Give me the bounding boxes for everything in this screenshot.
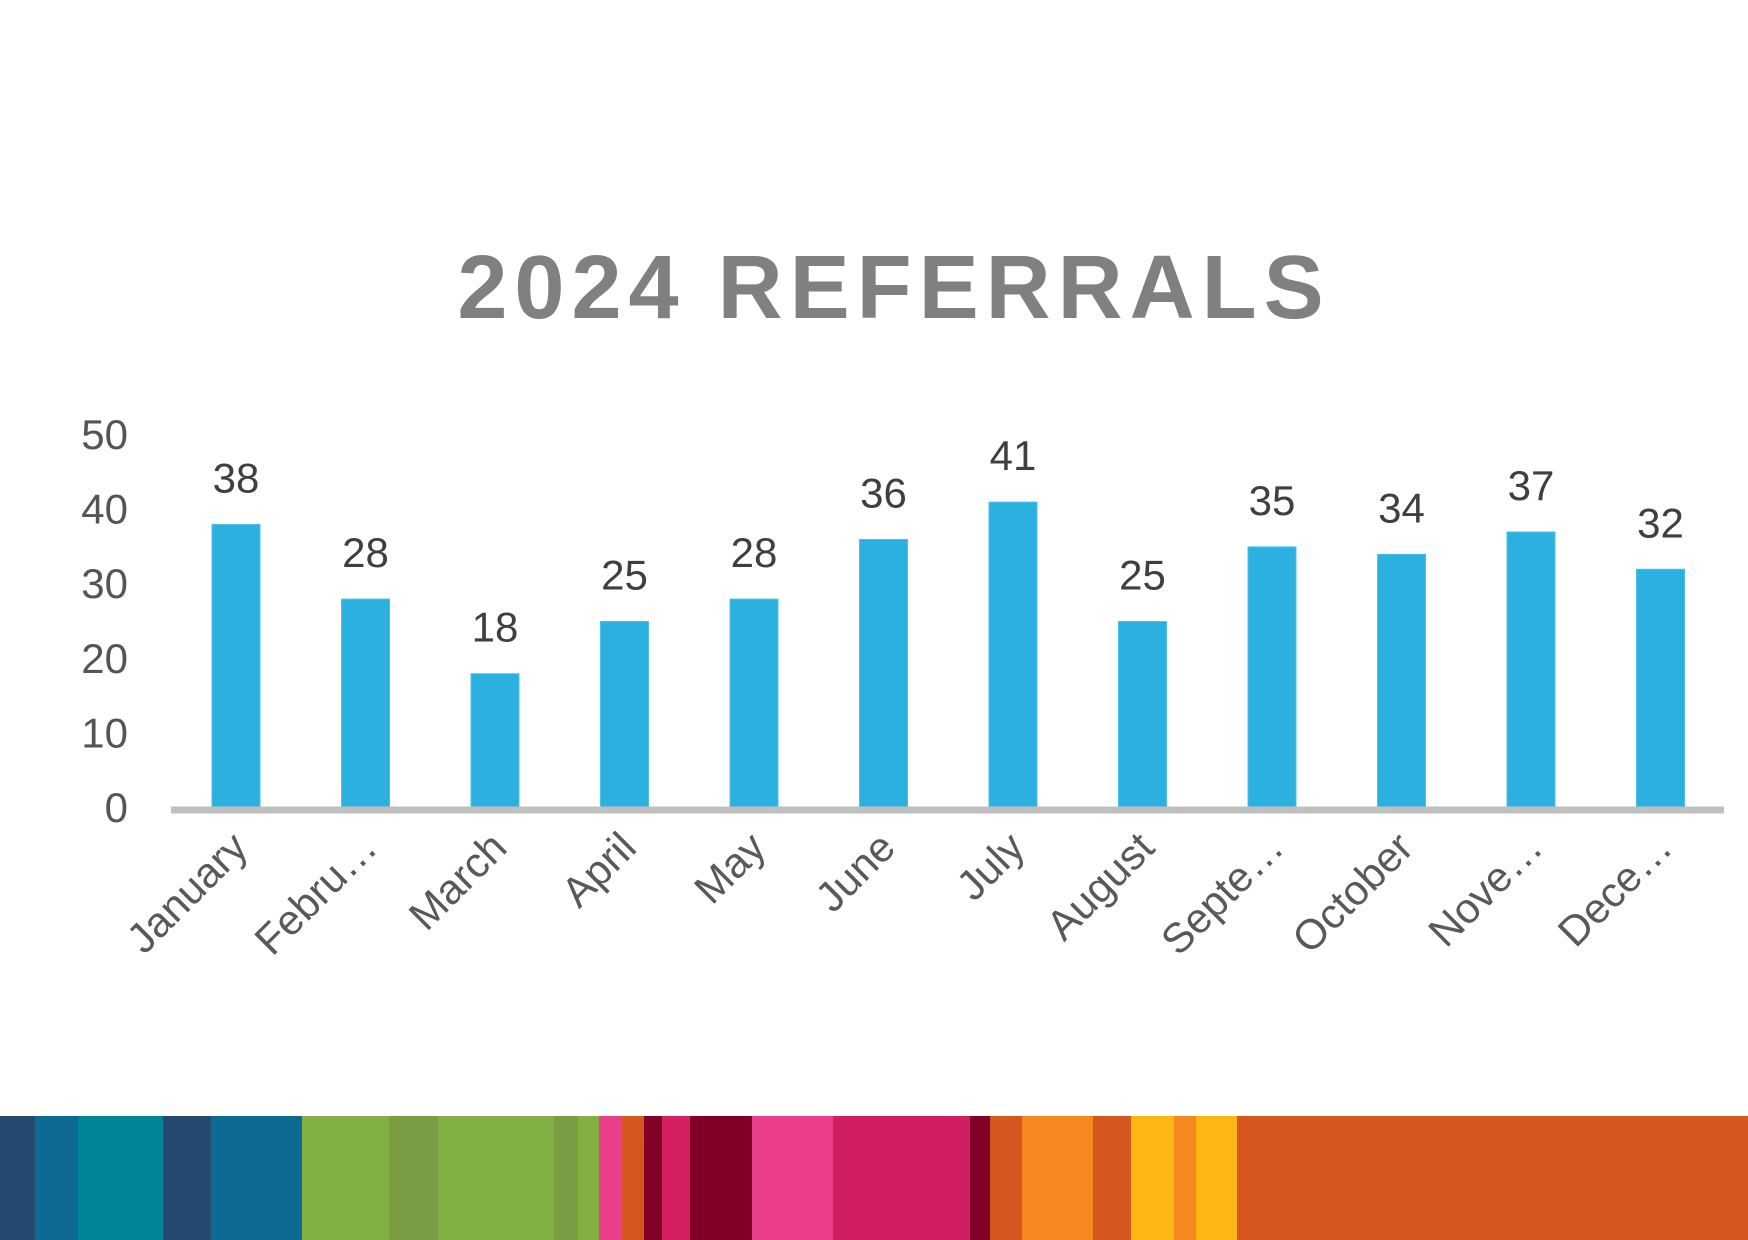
data-label: 25	[601, 552, 648, 599]
stripe-segment	[833, 1116, 971, 1240]
data-label: 34	[1378, 484, 1425, 531]
y-tick-label: 0	[105, 784, 128, 831]
data-label: 28	[731, 529, 778, 576]
category-label: January	[117, 823, 256, 962]
data-labels-group: 38 28 18 25 28 36 41 25 35 34 37 32	[213, 432, 1684, 651]
bar-january	[211, 524, 261, 809]
bar-march	[470, 673, 520, 809]
stripe-segment	[1237, 1116, 1309, 1240]
data-label: 38	[213, 455, 260, 502]
bar-dece	[1636, 568, 1685, 809]
stripe-segment	[78, 1116, 164, 1240]
data-label: 28	[342, 529, 389, 576]
bar-may	[729, 598, 779, 809]
stripe-segment	[163, 1116, 212, 1240]
data-label: 36	[860, 469, 907, 516]
stripe-segment	[1308, 1116, 1748, 1240]
stripe-segment	[302, 1116, 390, 1240]
category-label: October	[1283, 823, 1422, 962]
y-tick-label: 40	[81, 486, 128, 533]
bar-septe	[1247, 546, 1297, 809]
data-label: 35	[1249, 477, 1296, 524]
category-label: April	[552, 823, 645, 916]
bar-febru	[341, 598, 390, 809]
referrals-bar-chart: 2024 REFERRALS 0 10 20 30 40 50 38 28 18 25 28 36 4…	[81, 238, 1724, 964]
stripe-segment	[438, 1116, 555, 1240]
category-label: June	[806, 823, 904, 921]
stripe-segment	[35, 1116, 79, 1240]
stripe-segment	[990, 1116, 1023, 1240]
data-label: 25	[1119, 552, 1166, 599]
stripe-segment	[578, 1116, 600, 1240]
category-label: Nove…	[1419, 823, 1551, 955]
data-label: 32	[1637, 499, 1684, 546]
category-label: July	[947, 823, 1033, 909]
y-tick-label: 30	[81, 560, 128, 607]
stripe-segment	[0, 1116, 36, 1240]
stripe-segment	[662, 1116, 691, 1240]
bar-july	[988, 501, 1038, 809]
y-tick-label: 20	[81, 635, 128, 682]
stripe-segment	[970, 1116, 991, 1240]
bar-april	[600, 621, 649, 809]
category-label: Febru…	[245, 823, 386, 964]
stripe-segment	[389, 1116, 439, 1240]
y-tick-label: 10	[81, 709, 128, 756]
stripe-segment	[622, 1116, 645, 1240]
category-label: Dece…	[1549, 823, 1681, 955]
chart-title: 2024 REFERRALS	[457, 238, 1330, 338]
stripe-segment	[644, 1116, 663, 1240]
stripe-segment	[690, 1116, 753, 1240]
stripe-segment	[211, 1116, 303, 1240]
stripe-segment	[1174, 1116, 1197, 1240]
y-axis-ticks: 0 10 20 30 40 50	[81, 411, 128, 831]
stripe-segment	[599, 1116, 623, 1240]
bar-august	[1118, 621, 1167, 809]
bar-nove	[1506, 531, 1556, 809]
category-label: March	[400, 823, 516, 939]
bar-october	[1377, 553, 1426, 809]
stripe-segment	[1196, 1116, 1238, 1240]
bars-group	[211, 501, 1685, 809]
category-label: May	[685, 823, 774, 912]
category-label: August	[1037, 823, 1163, 949]
category-label: Septe…	[1152, 823, 1293, 964]
data-label: 41	[990, 432, 1037, 479]
stripe-segment	[1131, 1116, 1175, 1240]
stripe-segment	[1022, 1116, 1094, 1240]
y-tick-label: 50	[81, 411, 128, 458]
footer-color-stripe	[0, 1116, 1748, 1240]
stripe-segment	[1093, 1116, 1132, 1240]
stripe-segment	[752, 1116, 834, 1240]
data-label: 18	[472, 604, 519, 651]
bar-june	[859, 538, 908, 809]
data-label: 37	[1508, 462, 1555, 509]
stripe-segment	[554, 1116, 579, 1240]
